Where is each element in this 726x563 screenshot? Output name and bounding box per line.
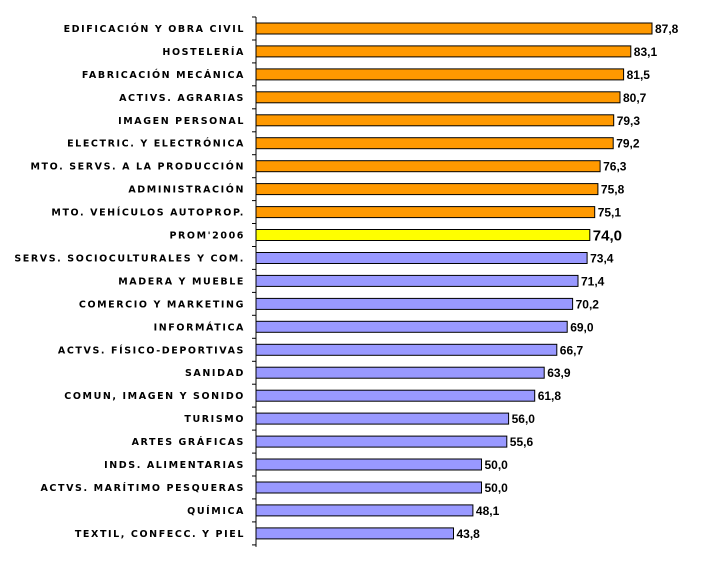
category-label: SERVS. SOCIOCULTURALES Y COM.: [14, 254, 245, 265]
bar: [255, 435, 508, 448]
category-label: SANIDAD: [185, 368, 245, 379]
category-label: COMUN, IMAGEN Y SONIDO: [64, 391, 245, 402]
value-label: 63,9: [547, 366, 571, 380]
category-label: IMAGEN PERSONAL: [118, 116, 245, 127]
category-label: TURISMO: [184, 414, 245, 425]
value-label: 83,1: [634, 45, 658, 59]
bar: [255, 45, 632, 58]
category-label: ACTVS. FÍSICO-DEPORTIVAS: [58, 344, 245, 356]
category-label: ADMINISTRACIÓN: [128, 184, 245, 196]
bar: [255, 527, 454, 540]
bar: [255, 252, 588, 264]
value-label: 50,0: [485, 481, 509, 495]
value-label: 87,8: [655, 22, 679, 36]
value-label: 75,8: [601, 183, 625, 197]
bar: [255, 297, 574, 310]
value-label: 71,4: [581, 274, 605, 288]
bar: [255, 183, 599, 196]
value-label: 61,8: [538, 389, 562, 403]
category-label: QUÍMICA: [187, 505, 245, 517]
value-label: 80,7: [623, 91, 647, 105]
value-label: 56,0: [512, 412, 536, 426]
bar: [255, 504, 474, 517]
category-label: MTO. SERVS. A LA PRODUCCIÓN: [30, 161, 245, 173]
bar: [255, 320, 568, 333]
value-label: 74,0: [593, 228, 622, 245]
category-label: ACTIVS. AGRARIAS: [119, 93, 245, 104]
bar: [255, 389, 536, 402]
category-label: MTO. VEHÍCULOS AUTOPROP.: [51, 207, 245, 219]
value-label: 76,3: [603, 160, 627, 174]
category-label: ELECTRIC. Y ELECTRÓNICA: [67, 138, 245, 150]
value-label: 70,2: [576, 297, 600, 311]
bar: [255, 412, 510, 425]
category-label: INDS. ALIMENTARIAS: [104, 460, 245, 471]
category-label: ARTES GRÁFICAS: [132, 436, 245, 448]
category-label: PROM'2006: [169, 231, 245, 242]
bar: [255, 343, 558, 356]
bar: [255, 458, 482, 471]
category-label: ACTVS. MARÍTIMO PESQUERAS: [40, 482, 245, 494]
bar: [255, 366, 545, 379]
value-label: 43,8: [457, 527, 481, 541]
bar: [255, 91, 621, 104]
value-label: 69,0: [570, 320, 594, 334]
bar: [255, 68, 625, 81]
value-label: 55,6: [510, 435, 534, 449]
category-label: INFORMÁTICA: [154, 321, 245, 333]
value-label: 50,0: [485, 458, 509, 472]
bar: [255, 206, 596, 219]
category-label: COMERCIO Y MARKETING: [79, 299, 245, 310]
bar: [255, 137, 614, 150]
value-label: 48,1: [476, 504, 500, 518]
category-label: FABRICACIÓN MECÁNICA: [82, 69, 245, 81]
value-label: 66,7: [560, 343, 584, 357]
bar: [255, 274, 579, 287]
bar: [255, 229, 591, 241]
bar: [255, 160, 601, 173]
category-label: EDIFICACIÓN Y OBRA CIVIL: [64, 23, 245, 35]
bar: [255, 114, 615, 127]
category-label: HOSTELERÍA: [162, 46, 245, 58]
category-label: MADERA Y MUEBLE: [118, 276, 245, 287]
value-label: 73,4: [590, 252, 614, 266]
value-label: 81,5: [627, 68, 651, 82]
bar: [255, 22, 653, 35]
category-label: TEXTIL, CONFECC. Y PIEL: [75, 529, 245, 540]
value-label: 79,2: [616, 137, 640, 151]
bar: [255, 481, 482, 494]
value-label: 75,1: [598, 206, 622, 220]
value-label: 79,3: [617, 114, 641, 128]
